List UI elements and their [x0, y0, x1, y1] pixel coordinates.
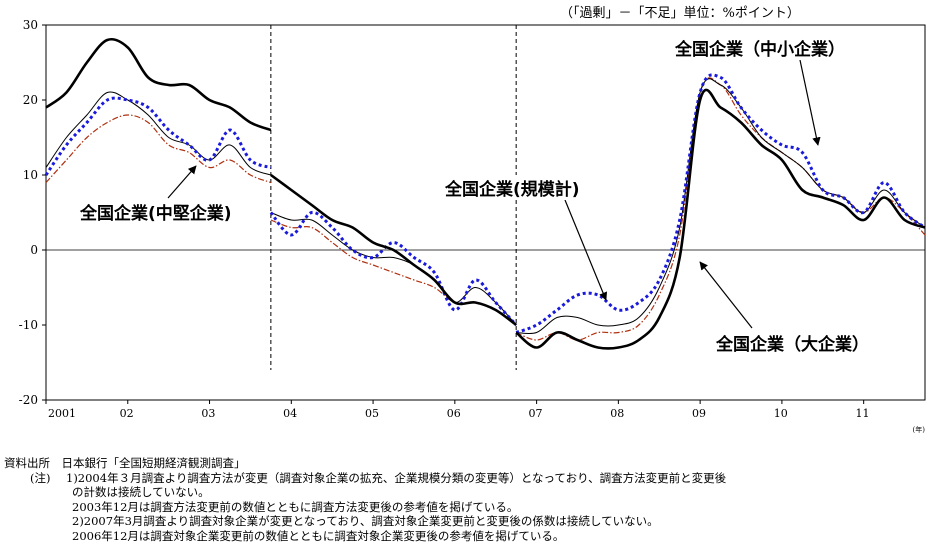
note2a: 2)2007年3月調査より調査対象企業が変更となっており、調査対象企業変更前と変… — [72, 514, 659, 529]
series-line-thick-seg0 — [45, 37, 272, 132]
y-tick-label: -20 — [19, 393, 38, 407]
callout-sme: 全国企業（中小企業） — [673, 35, 847, 60]
y-tick-label: 0 — [30, 243, 38, 257]
note1c: 2003年12月は調査方法変更前の数値とともに調査方法変更後の参考値を掲げている… — [72, 499, 519, 514]
series-line-dotted-seg1 — [269, 210, 518, 327]
break-lines — [270, 25, 517, 370]
x-tick-label: 08 — [610, 407, 624, 420]
y-tick-label: 20 — [23, 93, 38, 107]
series-line-dotted-seg2 — [515, 73, 926, 334]
arrow-sme — [799, 59, 821, 146]
unit-note: （「過剰」－「不足」単位：%ポイント） — [560, 6, 800, 21]
x-tick-label: 09 — [692, 407, 706, 420]
callout-large: 全国企業（大企業） — [714, 330, 871, 355]
note1b: の計数は接続していない。 — [72, 485, 210, 500]
x-tick-label: 07 — [528, 407, 542, 420]
callout-midsize: 全国企業(中堅企業) — [78, 199, 234, 224]
callout-total: 全国企業(規模計) — [443, 175, 582, 200]
source-text: 日本銀行「全国短期経済観測調査」 — [61, 456, 246, 470]
x-tick-label: 11 — [856, 407, 870, 420]
plot-frame — [45, 24, 926, 401]
y-tick-label: -10 — [19, 318, 38, 332]
x-tick-label: 02 — [120, 407, 134, 420]
x-unit-label: (年) — [913, 425, 926, 434]
note1a: 1)2004年３月調査より調査方法が変更（調査対象企業の拡充、企業規模分類の変更… — [66, 470, 727, 485]
series-line-thick-seg2 — [515, 88, 926, 350]
series-line-thin-seg1 — [270, 212, 517, 326]
y-tick-label: 30 — [23, 18, 38, 32]
x-tick-label: 10 — [774, 407, 788, 420]
x-tick-label: 2001 — [48, 407, 76, 420]
x-tick-label: 05 — [365, 407, 379, 420]
x-tick-label: 04 — [283, 407, 297, 420]
source-head: 資料出所 — [4, 456, 50, 470]
arrow-total — [564, 199, 608, 301]
arrow-large — [699, 261, 753, 329]
chart-axes: -20 -10 0 10 20 30 2001 02 03 04 05 06 07 08 09 10 11 (年) — [19, 18, 926, 434]
callout-arrows — [167, 59, 821, 329]
y-tick-label: 10 — [23, 168, 38, 182]
note-head: (注) — [30, 470, 51, 485]
series-line-thick-seg1 — [270, 173, 517, 327]
x-tick-label: 06 — [447, 407, 461, 420]
note2b: 2006年12月は調査対象企業変更前の数値とともに調査対象企業変更後の参考値を掲… — [72, 528, 565, 543]
series-layer — [44, 37, 926, 350]
series-line-dashdot-seg0 — [45, 114, 272, 184]
line-chart: -20 -10 0 10 20 30 2001 02 03 04 05 06 07 08 09 10 11 (年) — [19, 18, 926, 434]
series-line-thin-seg2 — [516, 78, 926, 335]
series-line-dashdot-seg1 — [270, 219, 517, 326]
series-line-thin-seg0 — [45, 91, 272, 176]
series-line-dashdot-seg2 — [515, 77, 926, 341]
x-tick-label: 03 — [201, 407, 215, 420]
arrow-midsize — [167, 165, 197, 199]
footnotes: 資料出所 日本銀行「全国短期経済観測調査」 (注) 1)2004年３月調査より調査… — [4, 456, 726, 544]
